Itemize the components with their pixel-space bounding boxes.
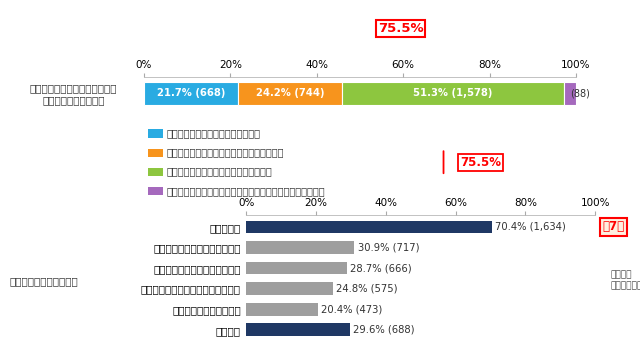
- Text: ハザードマップ等の災害リスク
を示した資料について: ハザードマップ等の災害リスク を示した資料について: [30, 83, 117, 105]
- Bar: [144, 82, 237, 105]
- Text: 51.3% (1,578): 51.3% (1,578): [413, 88, 493, 98]
- Text: 自分が住む市町村ではハザードマップ等が公表されていない: 自分が住む市町村ではハザードマップ等が公表されていない: [167, 186, 326, 196]
- Text: 75.5%: 75.5%: [460, 156, 501, 169]
- Text: (88): (88): [570, 88, 590, 98]
- Text: 29.6% (688): 29.6% (688): [353, 325, 415, 335]
- Text: ハザードマップ等を見たことがない: ハザードマップ等を見たことがない: [167, 128, 261, 138]
- Bar: [564, 82, 577, 105]
- Bar: [246, 303, 317, 315]
- Text: 30.9% (717): 30.9% (717): [358, 243, 419, 253]
- Bar: [148, 129, 163, 138]
- Bar: [246, 241, 354, 254]
- Text: 28.7% (666): 28.7% (666): [350, 263, 412, 273]
- Text: 70.4% (1,634): 70.4% (1,634): [495, 222, 566, 232]
- Bar: [148, 149, 163, 157]
- Text: 見たことがあり、避難の参考にしている: 見たことがあり、避難の参考にしている: [167, 166, 273, 177]
- Bar: [148, 187, 163, 195]
- Text: 24.8% (575): 24.8% (575): [337, 284, 398, 294]
- Text: 20.4% (473): 20.4% (473): [321, 304, 382, 314]
- Text: 上位回答
（複数回答可）: 上位回答 （複数回答可）: [611, 271, 640, 290]
- Text: 24.2% (744): 24.2% (744): [256, 88, 324, 98]
- Bar: [246, 282, 333, 295]
- Text: 約7割: 約7割: [602, 221, 624, 233]
- Bar: [246, 262, 346, 274]
- Text: ハザードマップ等の課題: ハザードマップ等の課題: [9, 276, 78, 286]
- Bar: [342, 82, 564, 105]
- Text: 21.7% (668): 21.7% (668): [157, 88, 225, 98]
- Text: 75.5%: 75.5%: [378, 22, 424, 35]
- Bar: [237, 82, 342, 105]
- Text: 見たことはあるが、避難の参考にしていない: 見たことはあるが、避難の参考にしていない: [167, 147, 284, 157]
- Bar: [246, 221, 492, 233]
- Bar: [148, 168, 163, 176]
- Bar: [246, 323, 349, 336]
